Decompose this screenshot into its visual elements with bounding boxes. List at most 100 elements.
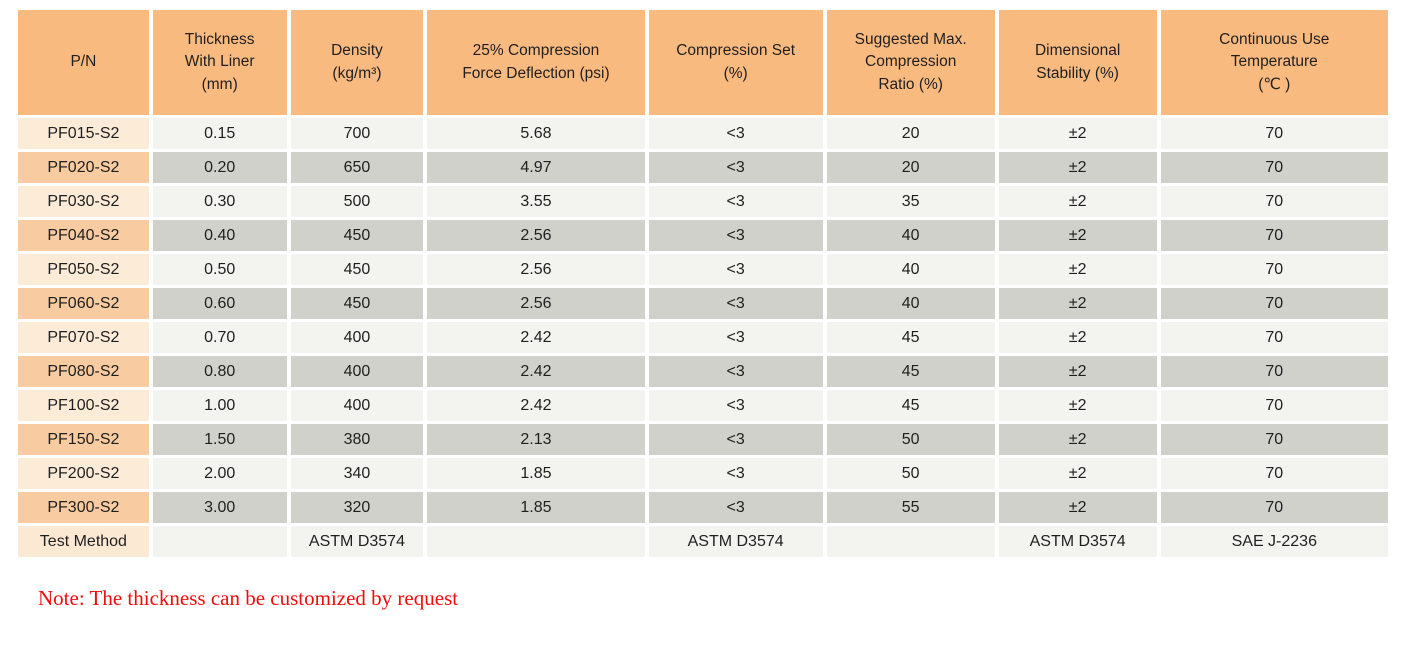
data-cell: 70 [1160, 356, 1388, 387]
data-cell: 1.85 [427, 492, 645, 523]
table-header: P/N Thickness With Liner (mm) Density (kg/… [18, 10, 1388, 115]
test-method-label-cell: Test Method [18, 526, 149, 557]
data-cell: 2.42 [427, 390, 645, 421]
data-cell: 400 [290, 390, 424, 421]
data-cell: 500 [290, 186, 424, 217]
pn-cell: PF015-S2 [18, 118, 149, 149]
header-cell: Compression Set (%) [648, 10, 823, 115]
table-row: PF050-S2 0.50 450 2.56 <3 40 ±2 70 [18, 254, 1388, 285]
header-cell: Dimensional Stability (%) [998, 10, 1157, 115]
data-cell: 40 [826, 254, 995, 285]
test-method-row: Test Method ASTM D3574 ASTM D3574 ASTM D357… [18, 526, 1388, 557]
header-cell: Suggested Max. Compression Ratio (%) [826, 10, 995, 115]
pn-cell: PF060-S2 [18, 288, 149, 319]
data-cell: 40 [826, 220, 995, 251]
data-cell: 0.40 [152, 220, 287, 251]
data-cell: <3 [648, 356, 823, 387]
data-cell: 2.56 [427, 254, 645, 285]
data-cell: 20 [826, 118, 995, 149]
data-cell: 45 [826, 390, 995, 421]
header-cell: Thickness With Liner (mm) [152, 10, 287, 115]
data-cell: 650 [290, 152, 424, 183]
data-cell: 700 [290, 118, 424, 149]
data-cell: 450 [290, 288, 424, 319]
data-cell: 2.42 [427, 322, 645, 353]
data-cell: 0.20 [152, 152, 287, 183]
data-cell: 50 [826, 458, 995, 489]
pn-cell: PF030-S2 [18, 186, 149, 217]
test-method-value-cell [427, 526, 645, 557]
data-cell: 0.50 [152, 254, 287, 285]
data-cell: 3.00 [152, 492, 287, 523]
table-row: PF150-S2 1.50 380 2.13 <3 50 ±2 70 [18, 424, 1388, 455]
header-cell: Density (kg/m³) [290, 10, 424, 115]
data-cell: 70 [1160, 186, 1388, 217]
data-cell: ±2 [998, 220, 1157, 251]
data-cell: 70 [1160, 492, 1388, 523]
data-cell: 450 [290, 254, 424, 285]
table-row: PF060-S2 0.60 450 2.56 <3 40 ±2 70 [18, 288, 1388, 319]
pn-cell: PF040-S2 [18, 220, 149, 251]
data-cell: <3 [648, 186, 823, 217]
pn-cell: PF080-S2 [18, 356, 149, 387]
table-row: PF300-S2 3.00 320 1.85 <3 55 ±2 70 [18, 492, 1388, 523]
data-cell: 70 [1160, 152, 1388, 183]
data-cell: 1.50 [152, 424, 287, 455]
pn-cell: PF300-S2 [18, 492, 149, 523]
pn-cell: PF200-S2 [18, 458, 149, 489]
data-cell: 2.42 [427, 356, 645, 387]
header-cell: 25% Compression Force Deflection (psi) [427, 10, 645, 115]
data-cell: 35 [826, 186, 995, 217]
pn-cell: PF020-S2 [18, 152, 149, 183]
table-body: PF015-S2 0.15 700 5.68 <3 20 ±2 70 PF020-S2 0.20 6… [18, 118, 1388, 557]
data-cell: 4.97 [427, 152, 645, 183]
data-cell: 20 [826, 152, 995, 183]
data-cell: 45 [826, 356, 995, 387]
data-cell: 340 [290, 458, 424, 489]
table-row: PF100-S2 1.00 400 2.42 <3 45 ±2 70 [18, 390, 1388, 421]
data-cell: 70 [1160, 288, 1388, 319]
data-cell: ±2 [998, 322, 1157, 353]
data-cell: ±2 [998, 118, 1157, 149]
data-cell: 2.00 [152, 458, 287, 489]
data-cell: <3 [648, 288, 823, 319]
data-cell: 400 [290, 356, 424, 387]
data-cell: ±2 [998, 458, 1157, 489]
pn-cell: PF070-S2 [18, 322, 149, 353]
data-cell: 3.55 [427, 186, 645, 217]
data-cell: 0.60 [152, 288, 287, 319]
table-row: PF080-S2 0.80 400 2.42 <3 45 ±2 70 [18, 356, 1388, 387]
data-cell: 70 [1160, 254, 1388, 285]
data-cell: 70 [1160, 118, 1388, 149]
data-cell: 400 [290, 322, 424, 353]
data-cell: <3 [648, 322, 823, 353]
table-row: PF070-S2 0.70 400 2.42 <3 45 ±2 70 [18, 322, 1388, 353]
data-cell: 70 [1160, 322, 1388, 353]
test-method-value-cell: SAE J-2236 [1160, 526, 1388, 557]
data-cell: <3 [648, 254, 823, 285]
data-cell: <3 [648, 424, 823, 455]
test-method-value-cell: ASTM D3574 [998, 526, 1157, 557]
data-cell: 320 [290, 492, 424, 523]
test-method-value-cell [152, 526, 287, 557]
data-cell: ±2 [998, 390, 1157, 421]
data-cell: ±2 [998, 356, 1157, 387]
data-cell: 50 [826, 424, 995, 455]
spec-table: P/N Thickness With Liner (mm) Density (kg/… [14, 7, 1392, 560]
data-cell: 2.56 [427, 288, 645, 319]
data-cell: 70 [1160, 390, 1388, 421]
data-cell: 70 [1160, 424, 1388, 455]
data-cell: <3 [648, 220, 823, 251]
data-cell: ±2 [998, 288, 1157, 319]
data-cell: ±2 [998, 492, 1157, 523]
data-cell: ±2 [998, 152, 1157, 183]
data-cell: <3 [648, 152, 823, 183]
data-cell: 40 [826, 288, 995, 319]
data-cell: 1.85 [427, 458, 645, 489]
data-cell: 0.70 [152, 322, 287, 353]
data-cell: <3 [648, 458, 823, 489]
data-cell: 2.56 [427, 220, 645, 251]
pn-cell: PF150-S2 [18, 424, 149, 455]
header-cell: Continuous Use Temperature (℃ ) [1160, 10, 1388, 115]
test-method-value-cell [826, 526, 995, 557]
